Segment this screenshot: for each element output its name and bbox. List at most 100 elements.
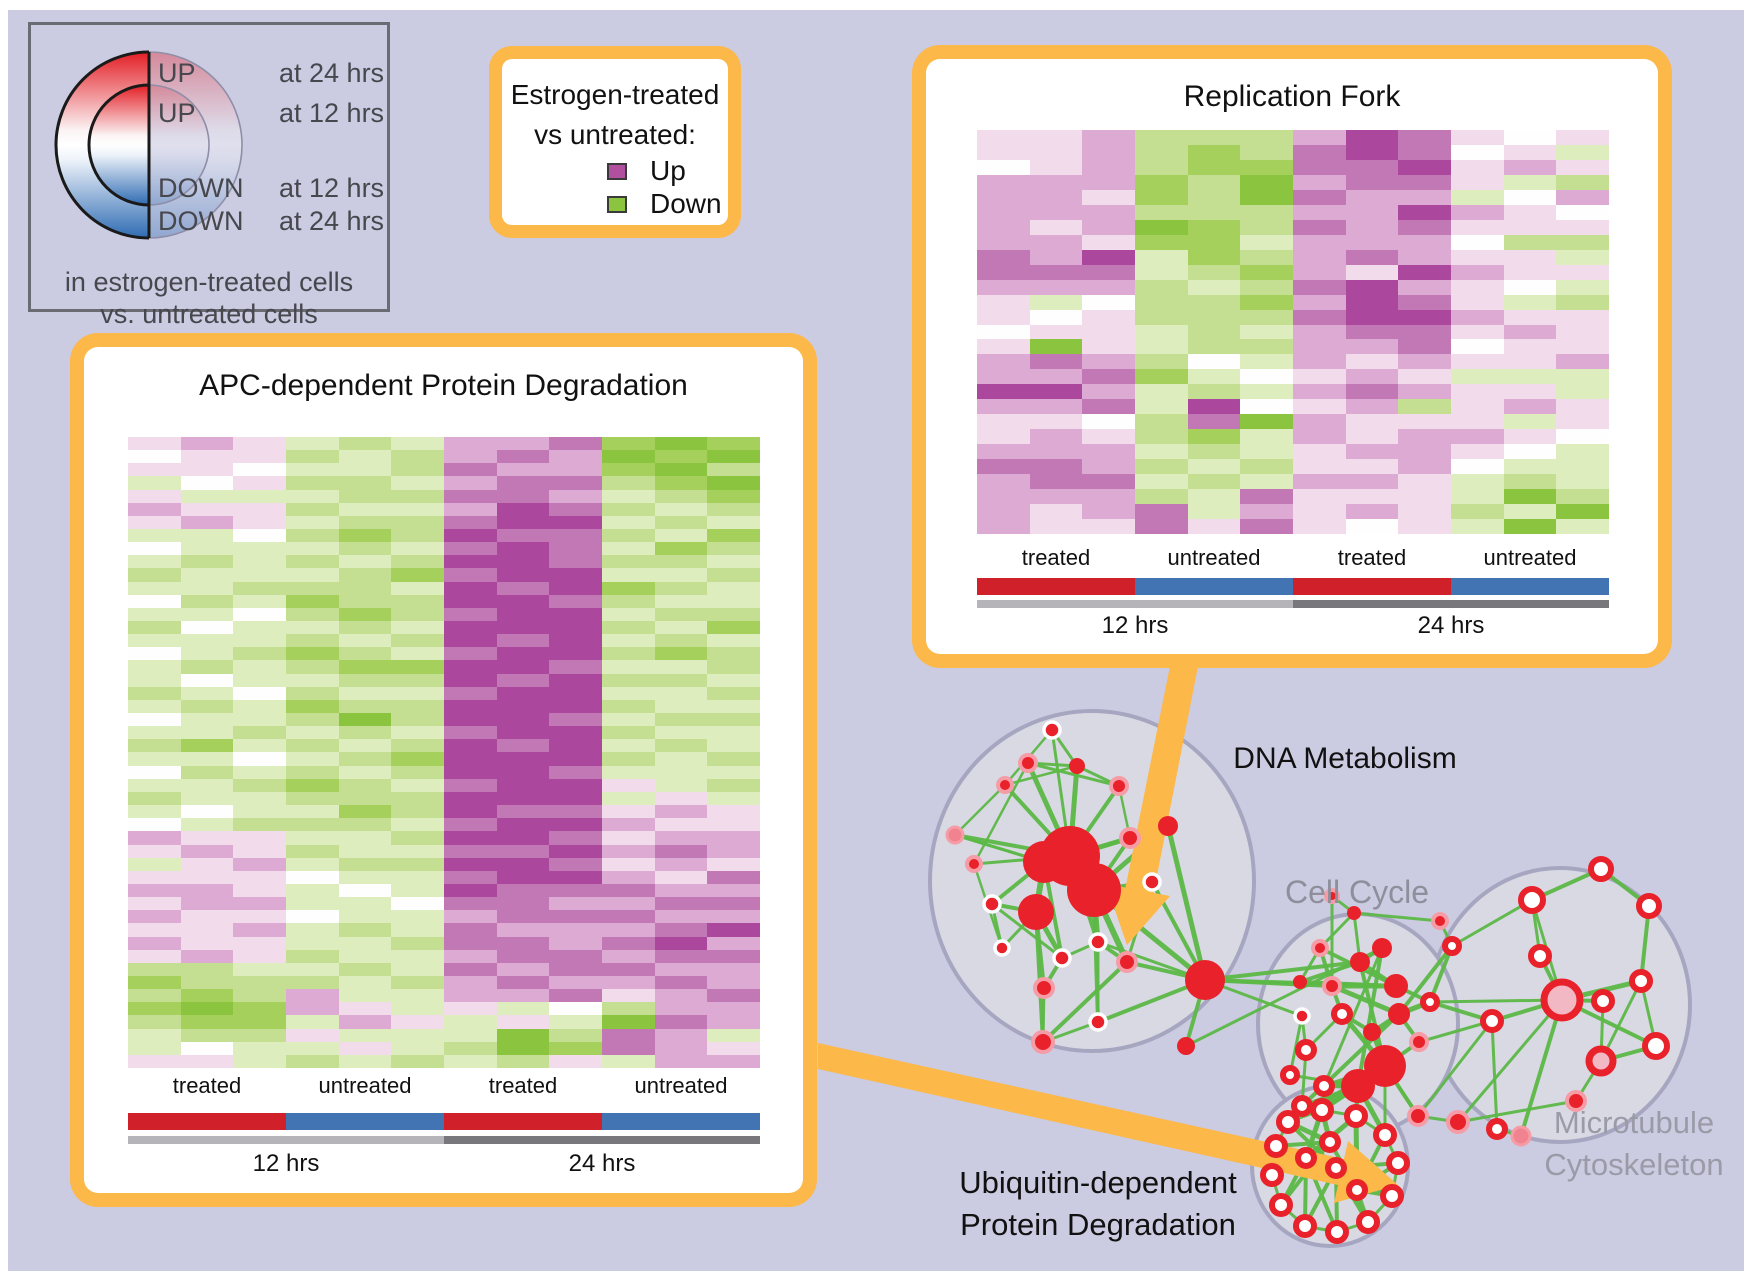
heatmap-cell bbox=[707, 581, 760, 595]
heatmap-cell bbox=[1451, 399, 1504, 415]
heatmap-cell bbox=[1187, 444, 1241, 460]
heatmap-cell bbox=[496, 778, 550, 792]
heatmap-cell bbox=[602, 739, 655, 753]
heatmap-cell bbox=[1398, 174, 1451, 190]
untreated-bar bbox=[286, 1113, 444, 1130]
heatmap-cell bbox=[286, 555, 339, 569]
network-node-donut bbox=[1486, 1118, 1508, 1140]
heatmap-cell bbox=[391, 844, 444, 858]
heatmap-cell bbox=[707, 910, 760, 924]
heatmap-cell bbox=[1187, 130, 1241, 145]
heatmap-cell bbox=[602, 437, 655, 451]
heatmap-cell bbox=[1293, 294, 1346, 310]
network-node-solid bbox=[1069, 758, 1085, 774]
heatmap-cell bbox=[1451, 384, 1504, 400]
heatmap-cell bbox=[654, 489, 708, 503]
heatmap-cell bbox=[180, 621, 234, 635]
heatmap-cell bbox=[1345, 354, 1399, 370]
repfork-panel-title: Replication Fork bbox=[1183, 80, 1401, 113]
heatmap-cell bbox=[286, 1054, 339, 1068]
heatmap-cell bbox=[444, 765, 497, 779]
heatmap-cell bbox=[654, 1002, 708, 1016]
apc-condition-bars bbox=[128, 1113, 760, 1130]
repfork-group-labels: treated untreated treated untreated bbox=[977, 545, 1609, 573]
heatmap-cell bbox=[1556, 339, 1609, 355]
heatmap-cell bbox=[707, 936, 760, 950]
heatmap-cell bbox=[338, 1015, 392, 1029]
heatmap-cell bbox=[286, 502, 339, 516]
heatmap-cell bbox=[338, 699, 392, 714]
heatmap-cell bbox=[1345, 414, 1399, 430]
heatmap-cell bbox=[977, 354, 1030, 370]
network-node-ring-white bbox=[1088, 932, 1108, 952]
network-node-donut bbox=[1346, 1179, 1368, 1201]
heatmap-cell bbox=[1398, 384, 1451, 400]
heatmap-cell bbox=[286, 778, 339, 792]
heatmap-cell bbox=[233, 581, 286, 595]
heatmap-cell bbox=[1135, 294, 1188, 310]
heatmap-cell bbox=[444, 686, 497, 700]
heatmap-cell bbox=[1503, 324, 1557, 340]
heatmap-cell bbox=[391, 857, 444, 871]
heatmap-cell bbox=[444, 1015, 497, 1029]
heatmap-cell bbox=[602, 844, 655, 858]
heatmap-cell bbox=[549, 660, 602, 674]
heatmap-cell bbox=[1398, 144, 1451, 160]
heatmap-cell bbox=[602, 726, 655, 740]
heatmap-cell bbox=[654, 515, 708, 530]
network-edge bbox=[1457, 1099, 1577, 1124]
heatmap-cell bbox=[1135, 474, 1188, 490]
heatmap-cell bbox=[233, 818, 286, 832]
heatmap-cell bbox=[496, 752, 550, 766]
heatmap-cell bbox=[1082, 519, 1135, 534]
heatmap-cell bbox=[654, 883, 708, 898]
heatmap-cell bbox=[180, 502, 234, 516]
heatmap-cell bbox=[391, 463, 444, 477]
heatmap-cell bbox=[128, 883, 181, 898]
heatmap-cell bbox=[338, 634, 392, 648]
heatmap-cell bbox=[233, 936, 286, 950]
heatmap-cell bbox=[1556, 399, 1609, 415]
heatmap-cell bbox=[707, 1028, 760, 1042]
group-label: untreated bbox=[634, 1073, 728, 1098]
heatmap-cell bbox=[391, 962, 444, 976]
network-node-donut bbox=[1291, 1095, 1313, 1117]
heatmap-cell bbox=[338, 437, 392, 451]
network-node-donut bbox=[1331, 1003, 1353, 1025]
heatmap-cell bbox=[1398, 189, 1451, 205]
heatmap-cell bbox=[1240, 339, 1293, 355]
apc-24hrs-label: 24 hrs bbox=[568, 1150, 636, 1177]
heatmap-cell bbox=[549, 962, 602, 976]
heatmap-cell bbox=[444, 502, 497, 516]
heatmap-cell bbox=[128, 805, 181, 819]
arrow-shaft-repfork-to-dna bbox=[1124, 656, 1200, 901]
heatmap-cell bbox=[1135, 384, 1188, 400]
heatmap-cell bbox=[1082, 399, 1135, 415]
network-edge bbox=[1519, 999, 1564, 1137]
heatmap-cell bbox=[128, 515, 181, 530]
heatmap-cell bbox=[233, 568, 286, 582]
heatmap-cell bbox=[180, 883, 234, 898]
heatmap-cell bbox=[496, 1041, 550, 1055]
heatmap-cell bbox=[602, 542, 655, 556]
heatmap-cell bbox=[1029, 174, 1083, 190]
heatmap-cell bbox=[180, 857, 234, 871]
heatmap-cell bbox=[338, 752, 392, 766]
heatmap-cell bbox=[1135, 159, 1188, 175]
heatmap-cell bbox=[286, 437, 339, 451]
heatmap-cell bbox=[496, 897, 550, 911]
heatmap-cell bbox=[180, 949, 234, 963]
network-node-donut bbox=[1269, 1193, 1293, 1217]
heatmap-cell bbox=[1135, 219, 1188, 235]
heatmap-cell bbox=[549, 936, 602, 950]
heatmap-cell bbox=[1082, 294, 1135, 310]
heatmap-cell bbox=[707, 673, 760, 687]
heatmap-cell bbox=[602, 765, 655, 779]
heatmap-cell bbox=[549, 686, 602, 700]
heatmap-cell bbox=[1451, 429, 1504, 445]
heatmap-cell bbox=[391, 634, 444, 648]
heatmap-cell bbox=[1135, 279, 1188, 295]
heatmap-cell bbox=[338, 476, 392, 490]
heatmap-cell bbox=[1029, 459, 1083, 475]
network-edge bbox=[1322, 947, 1384, 1087]
